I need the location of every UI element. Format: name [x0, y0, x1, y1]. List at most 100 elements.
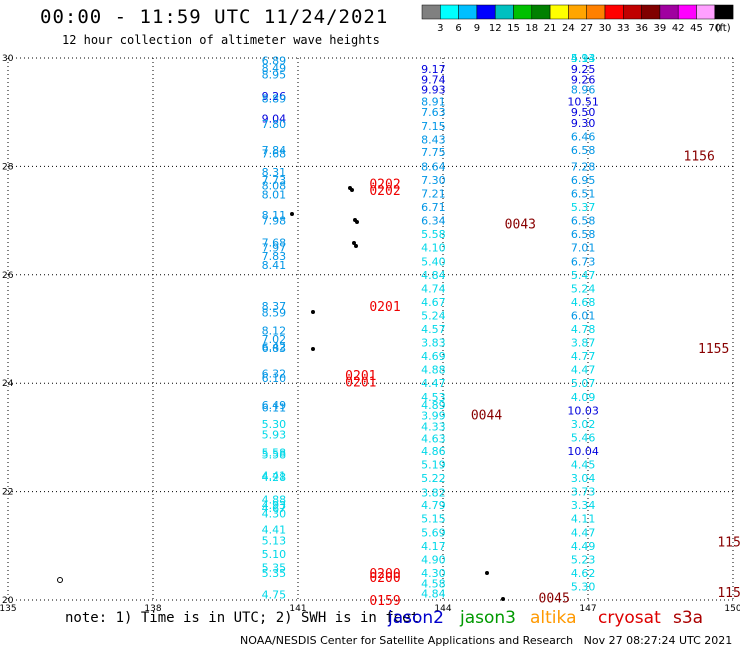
wave-height-label: 4.53 [421, 391, 446, 404]
wave-height-label: 7.80 [262, 118, 287, 131]
wave-height-label: 5.35 [262, 567, 287, 580]
wave-height-label: 8.41 [262, 259, 287, 272]
island-marker [311, 310, 315, 314]
wave-height-label: 7.98 [262, 215, 287, 228]
wave-height-label: 10.51 [567, 95, 599, 108]
wave-height-label: 9.26 [571, 74, 596, 87]
wave-height-label: 6.32 [262, 367, 287, 380]
wave-height-label: 6.95 [571, 174, 596, 187]
island-marker [57, 577, 63, 583]
wave-height-label: 4.47 [571, 364, 596, 377]
wave-height-label: 9.50 [571, 106, 596, 119]
wave-height-label: 5.37 [571, 201, 596, 214]
wave-height-label: 5.47 [571, 269, 596, 282]
wave-height-label: 4.86 [421, 445, 446, 458]
wave-height-label: 6.58 [571, 228, 596, 241]
wave-height-label: 5.58 [262, 447, 287, 460]
wave-height-label: 4.33 [421, 421, 446, 434]
wave-height-label: 8.37 [262, 300, 287, 313]
wave-height-label: 6.49 [262, 399, 287, 412]
wave-height-label: 8.89 [262, 93, 287, 106]
colorbar-label: 24 [562, 23, 575, 34]
wave-height-label: 5.46 [571, 431, 596, 444]
wave-height-label: 4.49 [571, 540, 596, 553]
wave-height-label: 3.82 [421, 487, 446, 500]
wave-height-label: 5.24 [421, 309, 446, 322]
wave-height-label: 4.41 [262, 524, 287, 537]
wave-height-label: 7.01 [571, 242, 596, 255]
time-annotation: 0045 [539, 591, 570, 606]
y-tick-label: 30 [2, 54, 14, 64]
x-tick-label: 135 [0, 604, 17, 614]
wave-height-label: 6.73 [571, 255, 596, 268]
time-annotation: 1154 [717, 535, 740, 550]
wave-height-label: 8.49 [262, 62, 287, 75]
wave-height-label: 5.93 [262, 429, 287, 442]
time-annotation: 0043 [505, 217, 536, 232]
wave-height-label: 8.43 [421, 133, 446, 146]
wave-height-label: 5.30 [571, 580, 596, 593]
wave-height-label: 6.71 [421, 201, 446, 214]
wave-height-label: 3.99 [421, 410, 446, 423]
colorbar-swatch [714, 4, 734, 20]
x-tick-label: 150 [724, 604, 740, 614]
y-tick-label: 28 [2, 162, 14, 172]
wave-height-label: 4.09 [571, 391, 596, 404]
island-marker [352, 241, 356, 245]
wave-height-label: 4.10 [421, 242, 446, 255]
island-marker [354, 244, 358, 248]
colorbar-label: 21 [544, 23, 557, 34]
legend-item: jason3 [460, 608, 516, 628]
wave-height-label: 8.01 [262, 189, 287, 202]
wave-height-label: 10.03 [567, 404, 599, 417]
wave-height-label: 5.69 [421, 526, 446, 539]
island-marker [485, 571, 489, 575]
wave-height-label: 4.78 [571, 323, 596, 336]
colorbar-label: 3 [437, 23, 443, 34]
wave-height-label: 5.23 [571, 553, 596, 566]
legend-item: s3a [673, 608, 704, 628]
time-annotation: 1155 [698, 342, 729, 357]
time-annotation: 0202 [369, 178, 400, 193]
wave-height-label: 5.15 [421, 513, 446, 526]
wave-height-label: 6.10 [262, 372, 287, 385]
wave-height-label: 4.88 [421, 364, 446, 377]
wave-height-label: 9.26 [262, 90, 287, 103]
wave-height-label: 8.31 [262, 166, 287, 179]
wave-height-label: 7.83 [262, 250, 287, 263]
footer-note: note: 1) Time is in UTC; 2) SWH is in fe… [65, 610, 420, 626]
wave-height-label: 6.83 [262, 342, 287, 355]
wave-height-label: 4.28 [262, 471, 287, 484]
footer-credit: NOAA/NESDIS Center for Satellite Applica… [240, 634, 733, 647]
wave-height-label: 4.17 [421, 540, 446, 553]
wave-height-label: 4.84 [421, 269, 446, 282]
colorbar-label: 33 [617, 23, 630, 34]
wave-height-label: 4.67 [421, 296, 446, 309]
wave-height-label: 4.68 [571, 296, 596, 309]
wave-height-label: 6.34 [421, 215, 446, 228]
wave-height-label: 3.73 [571, 486, 596, 499]
wave-height-label: 6.58 [571, 144, 596, 157]
wave-height-label: 4.11 [571, 513, 596, 526]
wave-height-label: 8.96 [571, 83, 596, 96]
wave-height-label: 8.64 [421, 160, 446, 173]
wave-height-label: 3.83 [421, 337, 446, 350]
colorbar-label: 18 [525, 23, 538, 34]
wave-height-label: 4.47 [571, 526, 596, 539]
legend-item: altika [530, 608, 577, 628]
wave-height-label: 4.62 [571, 567, 596, 580]
time-annotation: 0201 [345, 369, 376, 384]
colorbar-label: 6 [455, 23, 461, 34]
wave-height-label: 4.67 [262, 502, 287, 515]
wave-height-label: 4.30 [262, 507, 287, 520]
wave-height-label: 9.04 [262, 113, 287, 126]
wave-height-label: 3.02 [571, 418, 596, 431]
time-annotation: 0201 [369, 300, 400, 315]
wave-height-label: 7.63 [421, 106, 446, 119]
legend-item: cryosat [598, 608, 661, 628]
colorbar-label: 9 [474, 23, 480, 34]
wave-height-label: 6.01 [571, 309, 596, 322]
x-tick-label: 144 [434, 604, 451, 614]
wave-height-label: 5.10 [262, 548, 287, 561]
